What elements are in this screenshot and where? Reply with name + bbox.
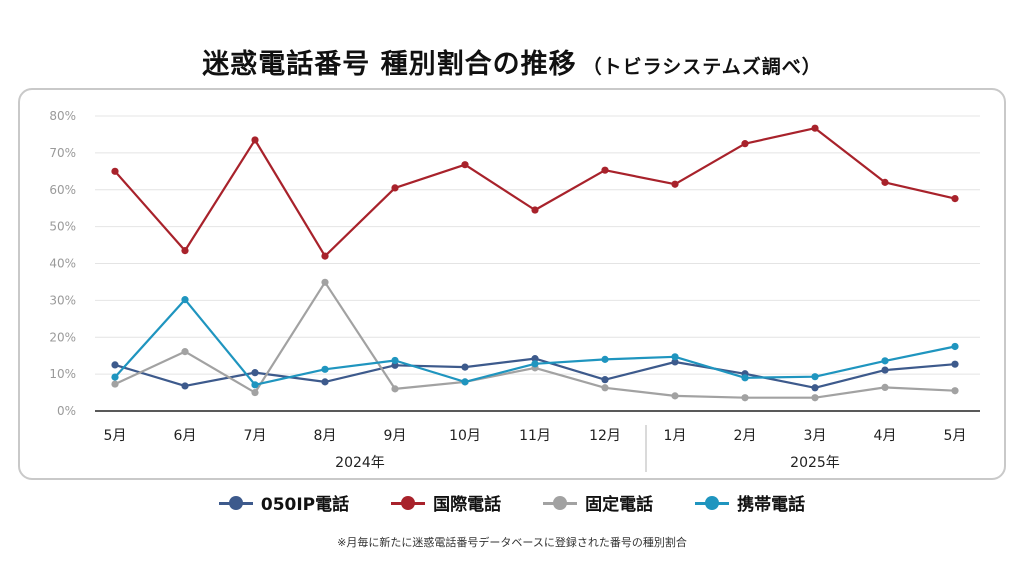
x-tick-label: 10月 xyxy=(449,428,481,444)
legend-item: 050IP電話 xyxy=(218,490,350,515)
chart-title: 迷惑電話番号 種別割合の推移 （トビラシステムズ調べ） xyxy=(0,42,1024,81)
y-tick-label: 30% xyxy=(49,293,76,307)
legend-swatch xyxy=(543,495,578,510)
data-point xyxy=(111,373,119,381)
data-point xyxy=(741,374,749,382)
chart-frame xyxy=(18,88,1006,480)
x-tick-label: 8月 xyxy=(314,428,337,444)
y-tick-label: 60% xyxy=(49,183,76,197)
data-point xyxy=(181,246,189,255)
x-tick-label: 7月 xyxy=(244,428,267,444)
y-tick-label: 10% xyxy=(49,367,76,381)
y-tick-label: 80% xyxy=(49,109,76,123)
legend-label: 固定電話 xyxy=(585,495,654,515)
legend-item: 携帯電話 xyxy=(695,490,805,515)
data-point xyxy=(671,353,679,361)
series-line xyxy=(114,281,956,399)
y-tick-label: 50% xyxy=(49,220,76,234)
data-point xyxy=(181,348,189,356)
data-point xyxy=(251,136,259,144)
data-point xyxy=(251,369,259,377)
y-tick-label: 20% xyxy=(49,330,76,344)
legend-label: 国際電話 xyxy=(433,495,502,515)
x-tick-label: 5月 xyxy=(944,428,967,444)
data-point xyxy=(671,358,679,366)
data-point xyxy=(111,380,119,388)
series-line xyxy=(114,298,956,386)
data-point xyxy=(391,385,399,393)
x-tick-label: 11月 xyxy=(519,428,551,444)
data-point xyxy=(741,140,749,148)
data-point xyxy=(811,384,819,392)
data-point xyxy=(671,180,679,188)
legend-swatch xyxy=(391,495,426,510)
data-point xyxy=(251,381,259,389)
chart-subtitle: （トビラシステムズ調べ） xyxy=(582,56,822,78)
data-point xyxy=(601,384,609,392)
x-tick-label: 2月 xyxy=(734,428,757,444)
data-point xyxy=(531,355,539,363)
x-tick-label: 4月 xyxy=(874,428,897,444)
data-point xyxy=(321,378,329,386)
data-point xyxy=(251,388,259,397)
data-point xyxy=(951,195,959,203)
data-point xyxy=(461,378,469,386)
data-point xyxy=(951,342,959,351)
data-point xyxy=(461,161,469,169)
line-chart: 0% 10% 20% 30% 40% 50% 60% 70% 80% 5月 6月 7月 8月 9月 10月 1… xyxy=(49,109,980,472)
x-tick-label: 9月 xyxy=(384,428,407,444)
chart-footnote: ※月毎に新たに迷惑電話番号データベースに登録された番号の種別割合 xyxy=(337,536,687,549)
legend-item: 国際電話 xyxy=(391,490,501,515)
year-label: 2024年 xyxy=(335,455,385,471)
data-point xyxy=(601,376,609,384)
x-tick-label: 3月 xyxy=(804,428,827,444)
data-point xyxy=(881,178,889,186)
x-tick-label: 5月 xyxy=(104,428,127,444)
data-point xyxy=(111,167,119,175)
data-point xyxy=(321,252,329,260)
data-point xyxy=(811,394,819,402)
data-point xyxy=(461,363,469,371)
legend-item: 固定電話 xyxy=(543,490,653,515)
data-point xyxy=(671,392,679,400)
x-tick-label: 6月 xyxy=(174,428,197,444)
data-point xyxy=(181,296,189,304)
legend-label: 050IP電話 xyxy=(260,495,350,515)
data-point xyxy=(881,383,889,391)
data-point xyxy=(881,366,889,374)
chart-title-text: 迷惑電話番号 種別割合の推移 xyxy=(202,49,577,80)
data-point xyxy=(321,365,329,373)
data-point xyxy=(881,357,889,365)
data-point xyxy=(951,360,959,368)
y-tick-label: 70% xyxy=(49,146,76,160)
data-point xyxy=(391,184,399,192)
year-label: 2025年 xyxy=(790,455,840,471)
data-point xyxy=(741,394,749,402)
legend-swatch xyxy=(218,495,253,510)
data-point xyxy=(531,206,539,214)
data-point xyxy=(111,361,119,369)
chart-legend: 050IP電話 国際電話 固定電話 携帯電話 xyxy=(0,490,1024,515)
legend-swatch xyxy=(695,495,730,510)
y-tick-label: 40% xyxy=(49,257,76,271)
x-tick-label: 12月 xyxy=(589,428,621,444)
data-point xyxy=(321,278,329,286)
data-point xyxy=(601,355,609,363)
data-point xyxy=(811,373,819,381)
series-line xyxy=(114,127,956,258)
data-point xyxy=(391,356,399,365)
data-point xyxy=(531,360,539,368)
x-tick-label: 1月 xyxy=(664,428,687,444)
legend-label: 携帯電話 xyxy=(737,495,806,515)
data-point xyxy=(181,382,189,390)
data-point xyxy=(811,124,819,132)
y-tick-label: 0% xyxy=(57,404,76,418)
data-point xyxy=(951,387,959,395)
data-point xyxy=(601,166,609,174)
